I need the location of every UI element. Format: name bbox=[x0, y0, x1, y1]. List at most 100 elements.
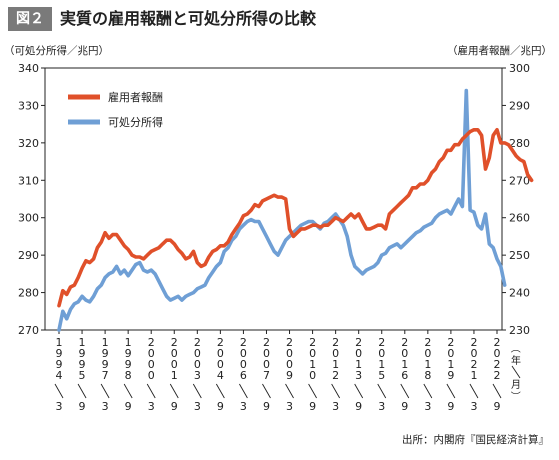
x-unit-bracket: ） bbox=[509, 391, 521, 401]
x-tick-year-digit: 9 bbox=[56, 358, 63, 371]
x-tick-year-digit: 0 bbox=[332, 347, 339, 360]
x-tick-year-digit: 1 bbox=[447, 358, 454, 371]
x-tick-year-digit: 0 bbox=[194, 347, 201, 360]
y-left-tick-label: 290 bbox=[18, 249, 39, 262]
plot-frame bbox=[44, 67, 503, 331]
y-left-tick-label: 280 bbox=[18, 287, 39, 300]
x-tick-year-digit: 0 bbox=[447, 347, 454, 360]
x-tick-year-digit: 2 bbox=[171, 336, 178, 349]
x-tick-year-digit: 2 bbox=[447, 336, 454, 349]
x-tick-month: 3 bbox=[102, 400, 109, 413]
x-tick-year-digit: 0 bbox=[240, 358, 247, 371]
y-right-tick-label: 290 bbox=[509, 99, 530, 112]
x-tick-slash bbox=[492, 383, 502, 399]
x-tick-month: 9 bbox=[217, 400, 224, 413]
x-tick-year-digit: 2 bbox=[332, 369, 339, 382]
x-tick-slash bbox=[446, 383, 456, 399]
y-right-tick-label: 230 bbox=[509, 324, 530, 337]
x-tick-labels: 1994319959199731998920003200192003320049… bbox=[54, 330, 502, 413]
x-tick-year-digit: 2 bbox=[494, 369, 501, 382]
x-tick-year-digit: 0 bbox=[148, 347, 155, 360]
x-tick-month: 3 bbox=[424, 400, 431, 413]
y-right-axis-label: （雇用者報酬／兆円） bbox=[447, 44, 552, 57]
x-tick-year-digit: 0 bbox=[217, 347, 224, 360]
x-tick-year-digit: 1 bbox=[102, 336, 109, 349]
x-tick-slash bbox=[169, 383, 179, 399]
y-right-tick-label: 260 bbox=[509, 212, 530, 225]
x-tick-month: 9 bbox=[447, 400, 454, 413]
series-line-disposable-income bbox=[57, 88, 507, 332]
x-tick-month: 9 bbox=[79, 400, 86, 413]
x-tick-month: 3 bbox=[56, 400, 63, 413]
chart-axes bbox=[44, 67, 503, 331]
x-tick-year-digit: 5 bbox=[79, 369, 86, 382]
x-tick-year-digit: 1 bbox=[401, 358, 408, 371]
x-tick-year-digit: 1 bbox=[332, 358, 339, 371]
x-tick-month: 9 bbox=[309, 400, 316, 413]
series-lines bbox=[57, 88, 534, 332]
x-tick-year-digit: 5 bbox=[378, 369, 385, 382]
x-tick-year-digit: 2 bbox=[309, 336, 316, 349]
x-tick-year-digit: 0 bbox=[148, 369, 155, 382]
x-tick-slash bbox=[215, 383, 225, 399]
y-right-tick-label: 270 bbox=[509, 174, 530, 187]
x-tick-month: 9 bbox=[263, 400, 270, 413]
x-tick-year-digit: 0 bbox=[424, 347, 431, 360]
x-tick-month: 3 bbox=[470, 400, 477, 413]
x-tick-year-digit: 2 bbox=[286, 336, 293, 349]
x-tick-year-digit: 9 bbox=[125, 358, 132, 371]
y-left-tick-label: 310 bbox=[18, 174, 39, 187]
y-left-axis-label: （可処分所得／兆円） bbox=[4, 44, 109, 57]
x-tick-slash bbox=[354, 383, 364, 399]
x-tick-year-digit: 0 bbox=[401, 347, 408, 360]
x-tick-year-digit: 1 bbox=[355, 358, 362, 371]
y-right-tick-labels: 300 290 280 270 260 250 240 230 bbox=[502, 62, 530, 337]
x-tick-year-digit: 7 bbox=[102, 369, 109, 382]
x-tick-year-digit: 2 bbox=[263, 336, 270, 349]
y-left-tick-label: 270 bbox=[18, 324, 39, 337]
x-tick-year-digit: 0 bbox=[171, 347, 178, 360]
x-tick-year-digit: 3 bbox=[355, 369, 362, 382]
x-tick-year-digit: 2 bbox=[240, 336, 247, 349]
x-tick-year-digit: 6 bbox=[401, 369, 408, 382]
x-tick-year-digit: 2 bbox=[378, 336, 385, 349]
x-tick-year-digit: 0 bbox=[263, 358, 270, 371]
x-tick-month: 3 bbox=[194, 400, 201, 413]
figure-number-badge: 図２ bbox=[8, 7, 52, 31]
x-tick-year-digit: 2 bbox=[494, 336, 501, 349]
x-tick-month: 9 bbox=[494, 400, 501, 413]
x-tick-month: 3 bbox=[240, 400, 247, 413]
y-left-tick-label: 330 bbox=[18, 99, 39, 112]
x-tick-year-digit: 1 bbox=[171, 369, 178, 382]
x-tick-year-digit: 4 bbox=[217, 369, 224, 382]
x-tick-year-digit: 2 bbox=[470, 336, 477, 349]
x-tick-year-digit: 0 bbox=[286, 358, 293, 371]
x-tick-slash bbox=[54, 383, 64, 399]
x-tick-year-digit: 8 bbox=[424, 369, 431, 382]
x-unit-bracket: （ bbox=[509, 343, 521, 353]
x-tick-year-digit: 9 bbox=[447, 369, 454, 382]
x-tick-year-digit: 0 bbox=[494, 347, 501, 360]
x-tick-year-digit: 0 bbox=[286, 347, 293, 360]
x-tick-slash bbox=[262, 383, 271, 399]
x-tick-slash bbox=[285, 383, 294, 399]
x-tick-year-digit: 2 bbox=[470, 358, 477, 371]
x-tick-slash bbox=[146, 383, 156, 399]
x-unit-slash bbox=[511, 365, 521, 379]
x-tick-year-digit: 2 bbox=[194, 336, 201, 349]
x-tick-year-digit: 2 bbox=[355, 336, 362, 349]
